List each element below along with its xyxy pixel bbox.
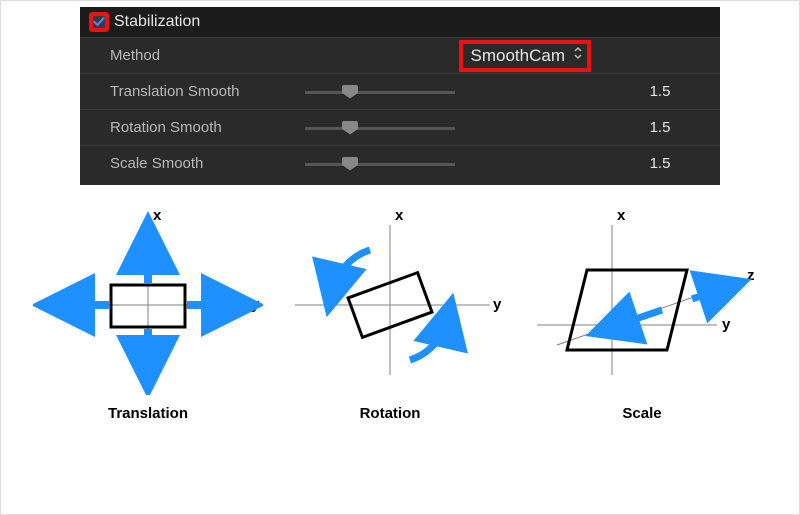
panel-header: Stabilization xyxy=(80,7,720,37)
translation-diagram: x y Translation xyxy=(33,195,263,422)
translation-smooth-slider[interactable] xyxy=(305,83,455,101)
method-row: Method SmoothCam xyxy=(80,37,720,73)
axis-x-label: x xyxy=(153,207,162,224)
translation-smooth-label: Translation Smooth xyxy=(110,83,305,100)
method-label: Method xyxy=(110,47,305,64)
checkmark-icon xyxy=(93,15,105,29)
scale-diagram: x y z Scale xyxy=(517,195,767,422)
rotation-smooth-slider[interactable] xyxy=(305,119,455,137)
slider-thumb[interactable] xyxy=(342,121,358,135)
rotation-diagram-label: Rotation xyxy=(275,405,505,422)
scale-smooth-slider[interactable] xyxy=(305,155,455,173)
translation-smooth-value: 1.5 xyxy=(610,83,710,100)
method-value: SmoothCam xyxy=(467,46,569,66)
axis-x-label: x xyxy=(395,207,404,224)
slider-thumb[interactable] xyxy=(342,85,358,99)
axis-z-label: z xyxy=(747,267,755,284)
scale-diagram-label: Scale xyxy=(517,405,767,422)
axis-y-label: y xyxy=(722,316,731,333)
panel-title: Stabilization xyxy=(114,13,200,31)
rotation-diagram: x y Rotation xyxy=(275,195,505,422)
scale-smooth-label: Scale Smooth xyxy=(110,155,305,172)
axis-x-label: x xyxy=(617,207,626,224)
chevron-updown-icon xyxy=(573,46,583,65)
scale-smooth-row: Scale Smooth 1.5 xyxy=(80,145,720,181)
diagrams-row: x y Translation x y xyxy=(7,195,793,422)
scale-smooth-value: 1.5 xyxy=(610,155,710,172)
rotation-smooth-row: Rotation Smooth 1.5 xyxy=(80,109,720,145)
stabilization-panel: Stabilization Method SmoothCam Translati… xyxy=(80,7,720,185)
method-dropdown[interactable]: SmoothCam xyxy=(460,41,590,71)
axis-y-label: y xyxy=(493,296,502,313)
slider-thumb[interactable] xyxy=(342,157,358,171)
rotation-smooth-label: Rotation Smooth xyxy=(110,119,305,136)
translation-diagram-label: Translation xyxy=(33,405,263,422)
axis-y-label: y xyxy=(251,296,260,313)
translation-smooth-row: Translation Smooth 1.5 xyxy=(80,73,720,109)
stabilization-checkbox[interactable] xyxy=(90,13,108,31)
rotation-smooth-value: 1.5 xyxy=(610,119,710,136)
